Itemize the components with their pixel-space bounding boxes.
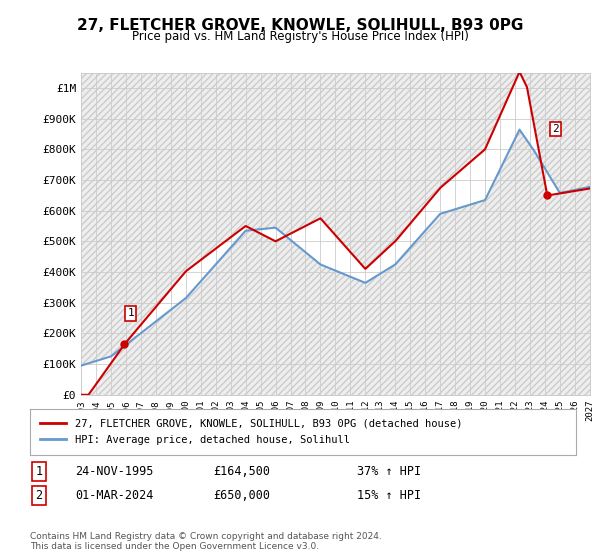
Text: 37% ↑ HPI: 37% ↑ HPI: [357, 465, 421, 478]
Text: 01-MAR-2024: 01-MAR-2024: [75, 489, 154, 502]
Text: 1: 1: [127, 309, 134, 318]
Text: £164,500: £164,500: [213, 465, 270, 478]
Text: Price paid vs. HM Land Registry's House Price Index (HPI): Price paid vs. HM Land Registry's House …: [131, 30, 469, 43]
Text: 27, FLETCHER GROVE, KNOWLE, SOLIHULL, B93 0PG: 27, FLETCHER GROVE, KNOWLE, SOLIHULL, B9…: [77, 18, 523, 33]
Text: 24-NOV-1995: 24-NOV-1995: [75, 465, 154, 478]
Text: 2: 2: [35, 489, 43, 502]
Text: Contains HM Land Registry data © Crown copyright and database right 2024.
This d: Contains HM Land Registry data © Crown c…: [30, 531, 382, 551]
Text: £650,000: £650,000: [213, 489, 270, 502]
Text: 1: 1: [35, 465, 43, 478]
Legend: 27, FLETCHER GROVE, KNOWLE, SOLIHULL, B93 0PG (detached house), HPI: Average pri: 27, FLETCHER GROVE, KNOWLE, SOLIHULL, B9…: [35, 413, 467, 450]
Text: 2: 2: [552, 124, 559, 134]
Text: 15% ↑ HPI: 15% ↑ HPI: [357, 489, 421, 502]
